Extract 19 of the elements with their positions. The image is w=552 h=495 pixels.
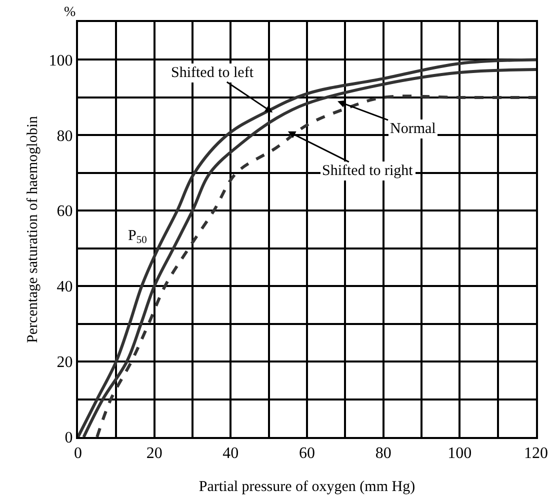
x-tick-label: 100 xyxy=(448,445,472,462)
x-tick-label: 80 xyxy=(375,445,392,462)
y-tick-label: 60 xyxy=(56,203,73,220)
y-axis-title: Percentage saturation of haemoglobin xyxy=(25,116,41,344)
text: % xyxy=(64,5,76,20)
annotation: Shifted to right xyxy=(322,163,414,179)
y-tick-label: 0 xyxy=(64,430,73,447)
x-tick-label: 120 xyxy=(524,445,548,462)
y-tick-label: 100 xyxy=(48,52,73,70)
annotation: P$_{50}$ xyxy=(128,228,147,246)
x-tick-label: 20 xyxy=(146,445,162,462)
y-tick-label: 40 xyxy=(56,278,73,296)
x-tick-label: 40 xyxy=(222,445,239,462)
y-tick-label: 20 xyxy=(56,354,73,372)
annotation: Normal xyxy=(390,121,436,137)
annotation: Shifted to left xyxy=(171,65,254,81)
x-axis-title: Partial pressure of oxygen (mm Hg) xyxy=(198,479,416,495)
x-tick-label: 60 xyxy=(299,445,315,462)
y-tick-label: 80 xyxy=(56,128,73,145)
